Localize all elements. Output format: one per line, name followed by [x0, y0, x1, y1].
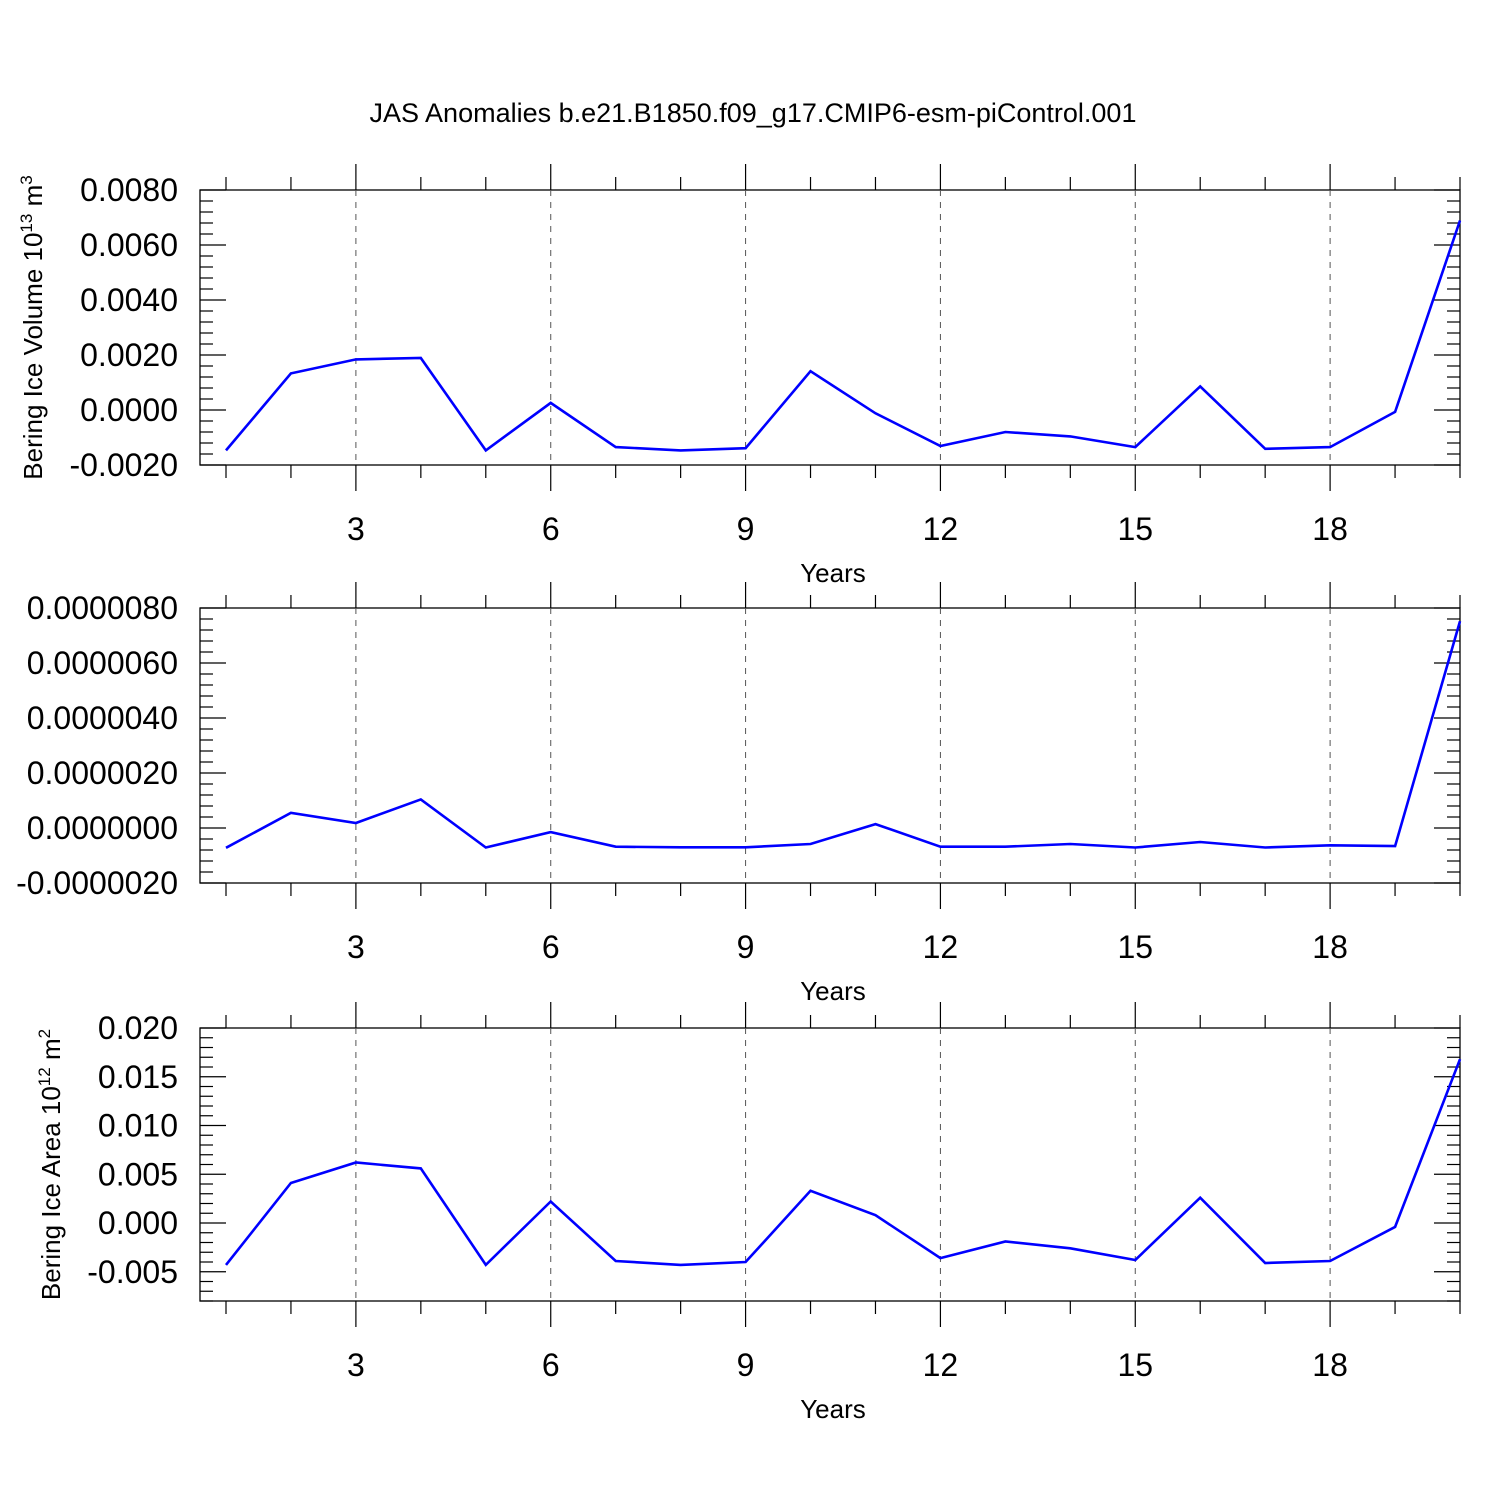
- x-axis-title: Years: [800, 1394, 866, 1424]
- x-tick-label: 18: [1312, 1347, 1348, 1383]
- y-tick-label: 0.020: [98, 1010, 178, 1046]
- x-tick-label: 18: [1312, 929, 1348, 965]
- x-tick-label: 15: [1117, 511, 1153, 547]
- y-tick-label: 0.0020: [80, 337, 178, 373]
- y-tick-label: 0.005: [98, 1156, 178, 1192]
- y-tick-label: -0.0020: [69, 447, 178, 483]
- series-line-area: [224, 1058, 1462, 1267]
- x-tick-label: 12: [923, 511, 959, 547]
- y-tick-label: 0.0000: [80, 392, 178, 428]
- page-title: JAS Anomalies b.e21.B1850.f09_g17.CMIP6-…: [369, 98, 1137, 128]
- x-tick-label: 12: [923, 929, 959, 965]
- y-axis-title: Bering Ice Area 1012 m2: [35, 1029, 66, 1300]
- y-tick-label: 0.000: [98, 1205, 178, 1241]
- x-tick-label: 6: [542, 1347, 560, 1383]
- x-tick-label: 3: [347, 511, 365, 547]
- series-line-thickness: [225, 620, 1462, 849]
- series-line-volume: [225, 220, 1462, 453]
- plot-frame-thickness: [199, 607, 1461, 884]
- x-axis-title: Years: [800, 558, 866, 588]
- y-tick-label: 0.0000020: [27, 755, 178, 791]
- x-tick-label: 6: [542, 929, 560, 965]
- x-tick-label: 18: [1312, 511, 1348, 547]
- y-tick-label: 0.0000080: [27, 590, 178, 626]
- plot-frame-volume: [199, 189, 1461, 466]
- y-tick-label: 0.0080: [80, 172, 178, 208]
- y-tick-label: 0.0000060: [27, 645, 178, 681]
- y-tick-label: 0.0000000: [27, 810, 178, 846]
- x-tick-label: 9: [737, 1347, 755, 1383]
- x-axis-title: Years: [800, 976, 866, 1006]
- x-tick-label: 15: [1117, 1347, 1153, 1383]
- x-tick-label: 15: [1117, 929, 1153, 965]
- y-tick-label: 0.0040: [80, 282, 178, 318]
- y-tick-label: 0.0000040: [27, 700, 178, 736]
- x-tick-label: 6: [542, 511, 560, 547]
- x-tick-label: 12: [923, 1347, 959, 1383]
- y-tick-label: -0.0000020: [16, 865, 178, 901]
- y-tick-label: 0.010: [98, 1108, 178, 1144]
- y-axis-title: Bering Ice Volume 1013 m3: [17, 175, 48, 479]
- y-tick-label: 0.015: [98, 1059, 178, 1095]
- y-tick-label: 0.0060: [80, 227, 178, 263]
- x-tick-label: 9: [737, 511, 755, 547]
- x-tick-label: 3: [347, 929, 365, 965]
- y-tick-label: -0.005: [87, 1254, 178, 1290]
- x-tick-label: 9: [737, 929, 755, 965]
- x-tick-label: 3: [347, 1347, 365, 1383]
